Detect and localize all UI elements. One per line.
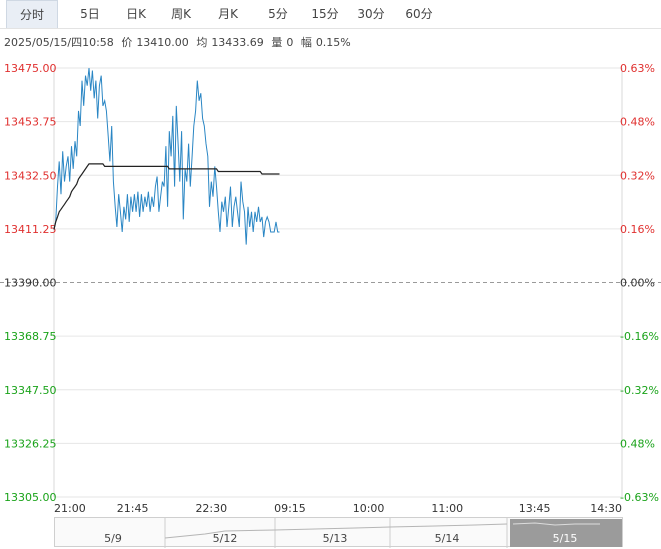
nav-date-4: 5/15 bbox=[553, 532, 578, 545]
intraday-chart[interactable]: 13475.00 0.63% 13453.75 0.48% 13432.50 0.32% 1… bbox=[0, 0, 661, 515]
y-tick-left-1: 13453.75 bbox=[4, 116, 57, 129]
nav-overview-line bbox=[164, 523, 508, 539]
tab-3[interactable]: 周K bbox=[171, 7, 191, 21]
x-tick-0: 21:00 bbox=[54, 502, 86, 515]
time-navigator[interactable]: 5/9 5/12 5/13 5/14 5/15 bbox=[54, 517, 623, 548]
y-tick-left-8: 13305.00 bbox=[4, 491, 57, 504]
y-tick-left-7: 13326.25 bbox=[4, 437, 57, 450]
tab-8[interactable]: 60分 bbox=[405, 7, 433, 21]
info-pct-label: 幅 bbox=[300, 36, 312, 49]
y-tick-right-8: -0.63% bbox=[620, 491, 659, 504]
x-tick-7: 14:30 bbox=[590, 502, 622, 515]
info-vol: 0 bbox=[286, 36, 294, 49]
y-tick-left-6: 13347.50 bbox=[4, 384, 57, 397]
info-price-label: 价 bbox=[121, 36, 133, 49]
y-tick-right-0: 0.63% bbox=[620, 62, 655, 75]
navigator-overview: 5/9 5/12 5/13 5/14 5/15 bbox=[104, 518, 622, 548]
y-tick-left-3: 13411.25 bbox=[4, 223, 57, 236]
nav-date-0: 5/9 bbox=[104, 532, 122, 545]
x-tick-4: 10:00 bbox=[353, 502, 385, 515]
average-line bbox=[53, 163, 280, 230]
x-tick-5: 11:00 bbox=[431, 502, 463, 515]
y-tick-left-5: 13368.75 bbox=[4, 330, 57, 343]
y-tick-right-3: 0.16% bbox=[620, 223, 655, 236]
y-tick-right-5: -0.16% bbox=[620, 330, 659, 343]
y-tick-left-4: 13390.00 bbox=[4, 277, 57, 290]
info-datetime: 2025/05/15/四10:58 bbox=[4, 36, 114, 49]
info-vol-label: 量 bbox=[271, 36, 283, 49]
price-line bbox=[53, 67, 280, 245]
y-tick-left-0: 13475.00 bbox=[4, 62, 57, 75]
x-tick-6: 13:45 bbox=[519, 502, 551, 515]
info-avg-label: 均 bbox=[196, 36, 208, 49]
nav-date-2: 5/13 bbox=[323, 532, 348, 545]
info-avg: 13433.69 bbox=[211, 36, 264, 49]
tab-6[interactable]: 15分 bbox=[311, 7, 339, 21]
y-tick-right-6: -0.32% bbox=[620, 384, 659, 397]
y-tick-right-4: 0.00% bbox=[620, 277, 655, 290]
x-tick-3: 09:15 bbox=[274, 502, 306, 515]
period-tabs: 分时 5日 日K 周K 月K 5分 15分 30分 60分 bbox=[0, 0, 661, 29]
nav-date-3: 5/14 bbox=[435, 532, 460, 545]
tab-5[interactable]: 5分 bbox=[268, 7, 288, 21]
tab-0[interactable]: 分时 bbox=[6, 0, 58, 28]
tab-4[interactable]: 月K bbox=[218, 7, 238, 21]
nav-window-line bbox=[512, 522, 600, 526]
info-price: 13410.00 bbox=[136, 36, 189, 49]
y-tick-right-1: 0.48% bbox=[620, 116, 655, 129]
y-tick-right-7: 0.48% bbox=[620, 437, 655, 450]
x-tick-1: 21:45 bbox=[117, 502, 149, 515]
tab-7[interactable]: 30分 bbox=[357, 7, 385, 21]
y-tick-right-2: 0.32% bbox=[620, 169, 655, 182]
tab-1[interactable]: 5日 bbox=[80, 7, 100, 21]
y-tick-left-2: 13432.50 bbox=[4, 169, 57, 182]
nav-date-1: 5/12 bbox=[213, 532, 238, 545]
tab-2[interactable]: 日K bbox=[126, 7, 146, 21]
info-pct: 0.15% bbox=[315, 36, 351, 49]
x-tick-2: 22:30 bbox=[195, 502, 227, 515]
